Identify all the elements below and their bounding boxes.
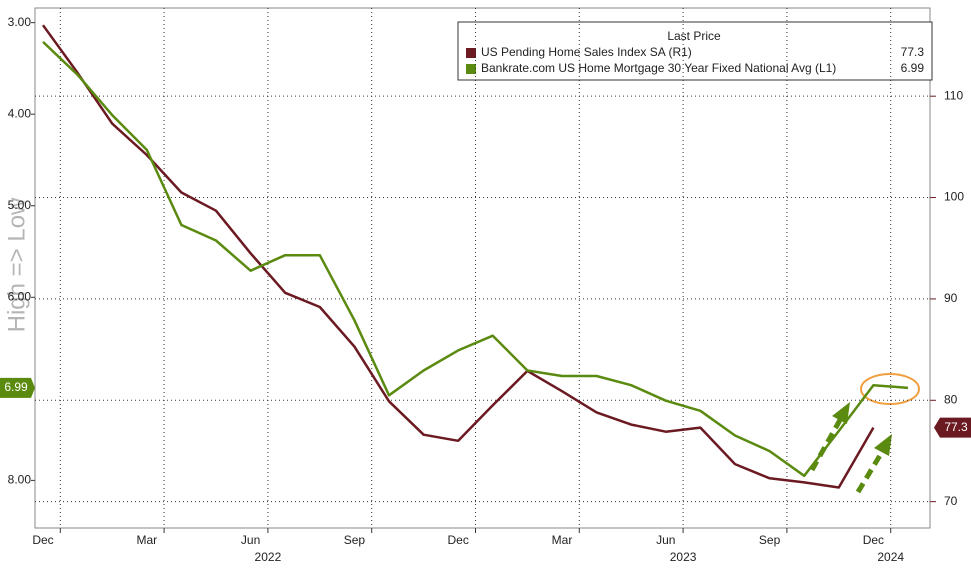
y-tick-label: 8.00 — [8, 473, 32, 487]
year-label: 2023 — [670, 550, 697, 564]
arrow-head — [832, 402, 850, 424]
y-tick-label: 4.00 — [8, 106, 32, 120]
legend-value: 77.3 — [901, 45, 925, 59]
y2-tick-label: 70 — [944, 494, 958, 508]
year-label: 2024 — [877, 550, 904, 564]
x-tick-label: Dec — [32, 533, 53, 547]
x-tick-label: Mar — [552, 533, 573, 547]
legend-swatch — [466, 64, 476, 74]
y-tick-label: 5.00 — [8, 198, 32, 212]
highlight-ellipse — [860, 373, 920, 405]
x-tick-label: Jun — [241, 533, 260, 547]
legend-label: Bankrate.com US Home Mortgage 30 Year Fi… — [481, 61, 836, 75]
series-line — [42, 40, 909, 478]
last-value-label: 6.99 — [4, 380, 28, 394]
last-value-tag — [934, 417, 971, 438]
x-tick-label: Mar — [136, 533, 157, 547]
y2-tick-label: 100 — [944, 190, 964, 204]
legend-box — [457, 21, 933, 81]
plot-frame — [34, 7, 931, 529]
y2-tick-label: 90 — [944, 291, 958, 305]
x-tick-label: Sep — [344, 533, 366, 547]
y-axis-title: High => Low — [3, 197, 30, 332]
y-tick-label: 3.00 — [8, 15, 32, 29]
legend-value: 6.99 — [901, 61, 925, 75]
y2-tick-label: 110 — [944, 88, 963, 102]
series-line — [41, 24, 875, 489]
y2-tick-label: 80 — [944, 392, 958, 406]
last-value-tag — [0, 377, 35, 398]
last-value-label: 77.3 — [944, 420, 968, 434]
y-tick-label: 6.00 — [8, 289, 32, 303]
x-tick-label: Sep — [759, 533, 781, 547]
arrow-head — [874, 434, 892, 456]
x-tick-label: Dec — [863, 533, 884, 547]
x-tick-label: Dec — [448, 533, 469, 547]
legend-label: US Pending Home Sales Index SA (R1) — [481, 45, 692, 59]
legend: Last Price US Pending Home Sales Index S… — [457, 21, 933, 81]
x-tick-label: Jun — [656, 533, 675, 547]
legend-title: Last Price — [667, 29, 721, 43]
year-label: 2022 — [255, 550, 282, 564]
arrow-shaft — [855, 450, 885, 494]
legend-swatch — [466, 48, 476, 58]
